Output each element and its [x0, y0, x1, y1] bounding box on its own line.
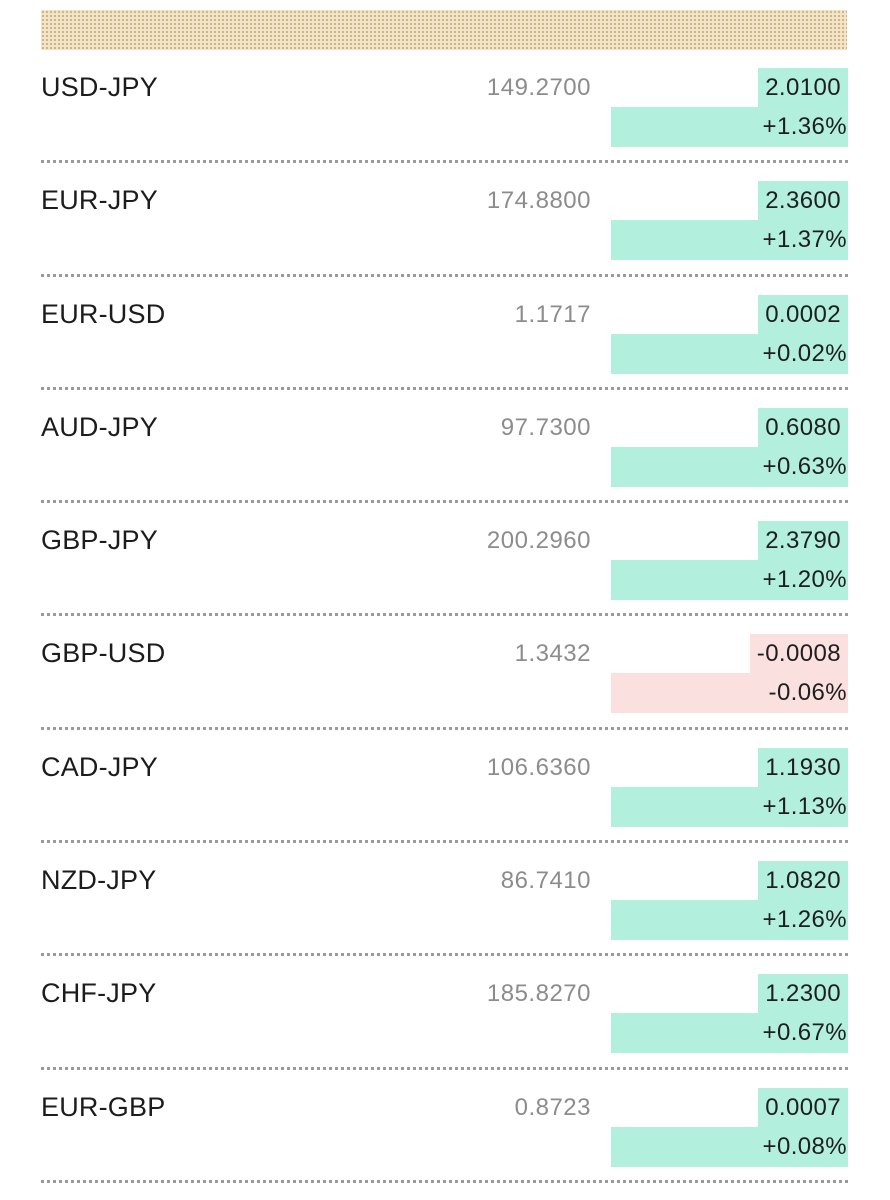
change-box: 0.0002 +0.02%: [611, 294, 848, 374]
rate-change-percent: +1.20%: [611, 560, 848, 601]
rate-row[interactable]: EUR-USD 1.1717 0.0002 +0.02%: [41, 277, 848, 390]
rate-change: 1.1930: [758, 747, 848, 787]
change-box: 1.2300 +0.67%: [611, 974, 848, 1054]
rate-change-percent: +0.02%: [611, 333, 848, 374]
change-box: 1.0820 +1.26%: [611, 861, 848, 941]
rate-price: 185.8270: [486, 980, 591, 1008]
currency-pair: EUR-JPY: [41, 185, 158, 216]
rate-row[interactable]: AUD-JPY 97.7300 0.6080 +0.63%: [41, 390, 848, 504]
rate-row[interactable]: CHF-JPY 185.8270 1.2300 +0.67%: [41, 956, 848, 1070]
rate-change: 0.0002: [758, 294, 848, 334]
currency-pair: EUR-USD: [41, 298, 166, 329]
rate-price: 200.2960: [486, 527, 591, 555]
rate-change: 2.3600: [758, 181, 848, 221]
rate-row[interactable]: GBP-JPY 200.2960 2.3790 +1.20%: [41, 503, 848, 617]
rate-price: 149.2700: [486, 74, 591, 101]
rate-row[interactable]: GBP-USD 1.3432 -0.0008 -0.06%: [41, 616, 848, 730]
change-box: 2.0100 +1.36%: [611, 68, 848, 147]
currency-pair: CHF-JPY: [41, 978, 157, 1009]
change-box: 1.1930 +1.13%: [611, 747, 848, 827]
rate-change-percent: +1.36%: [611, 107, 848, 147]
rate-change-percent: +0.08%: [611, 1126, 848, 1167]
change-box: -0.0008 -0.06%: [611, 634, 848, 714]
rate-price: 97.7300: [500, 413, 591, 441]
rate-change-percent: +1.13%: [611, 786, 848, 827]
rate-change-percent: +0.63%: [611, 446, 848, 487]
currency-pair: GBP-JPY: [41, 525, 158, 556]
currency-pair: CAD-JPY: [41, 751, 158, 782]
rate-price: 1.3432: [514, 640, 591, 668]
rate-row[interactable]: CAD-JPY 106.6360 1.1930 +1.13%: [41, 730, 848, 844]
currency-pair: AUD-JPY: [41, 411, 158, 442]
rate-change: 0.6080: [758, 407, 848, 447]
rate-price: 86.7410: [500, 867, 591, 895]
currency-pair: NZD-JPY: [41, 865, 157, 896]
rate-change: 1.0820: [758, 861, 848, 901]
rate-change: 2.0100: [758, 68, 848, 107]
header-band: [41, 10, 847, 50]
rate-row[interactable]: EUR-JPY 174.8800 2.3600 +1.37%: [41, 163, 848, 277]
currency-rates-list: USD-JPY 149.2700 2.0100 +1.36% EUR-JPY 1…: [41, 50, 848, 1183]
rate-price: 106.6360: [486, 753, 591, 781]
currency-pair: EUR-GBP: [41, 1091, 166, 1122]
change-box: 0.0007 +0.08%: [611, 1087, 848, 1167]
rate-change-percent: -0.06%: [611, 673, 848, 714]
rate-change: -0.0008: [749, 634, 848, 674]
change-box: 2.3790 +1.20%: [611, 521, 848, 601]
rate-row[interactable]: EUR-GBP 0.8723 0.0007 +0.08%: [41, 1070, 848, 1183]
change-box: 0.6080 +0.63%: [611, 407, 848, 487]
rate-price: 174.8800: [486, 187, 591, 215]
rate-change: 1.2300: [758, 974, 848, 1014]
rate-change-percent: +1.26%: [611, 900, 848, 941]
change-box: 2.3600 +1.37%: [611, 181, 848, 261]
rate-change: 0.0007: [758, 1087, 848, 1127]
rate-row[interactable]: USD-JPY 149.2700 2.0100 +1.36%: [41, 50, 848, 164]
rate-price: 1.1717: [514, 300, 591, 328]
rate-row[interactable]: NZD-JPY 86.7410 1.0820 +1.26%: [41, 843, 848, 957]
currency-pair: GBP-USD: [41, 638, 166, 669]
rate-price: 0.8723: [514, 1093, 591, 1121]
rate-change: 2.3790: [758, 521, 848, 561]
rate-change-percent: +1.37%: [611, 220, 848, 261]
currency-pair: USD-JPY: [41, 72, 158, 102]
rate-change-percent: +0.67%: [611, 1013, 848, 1054]
